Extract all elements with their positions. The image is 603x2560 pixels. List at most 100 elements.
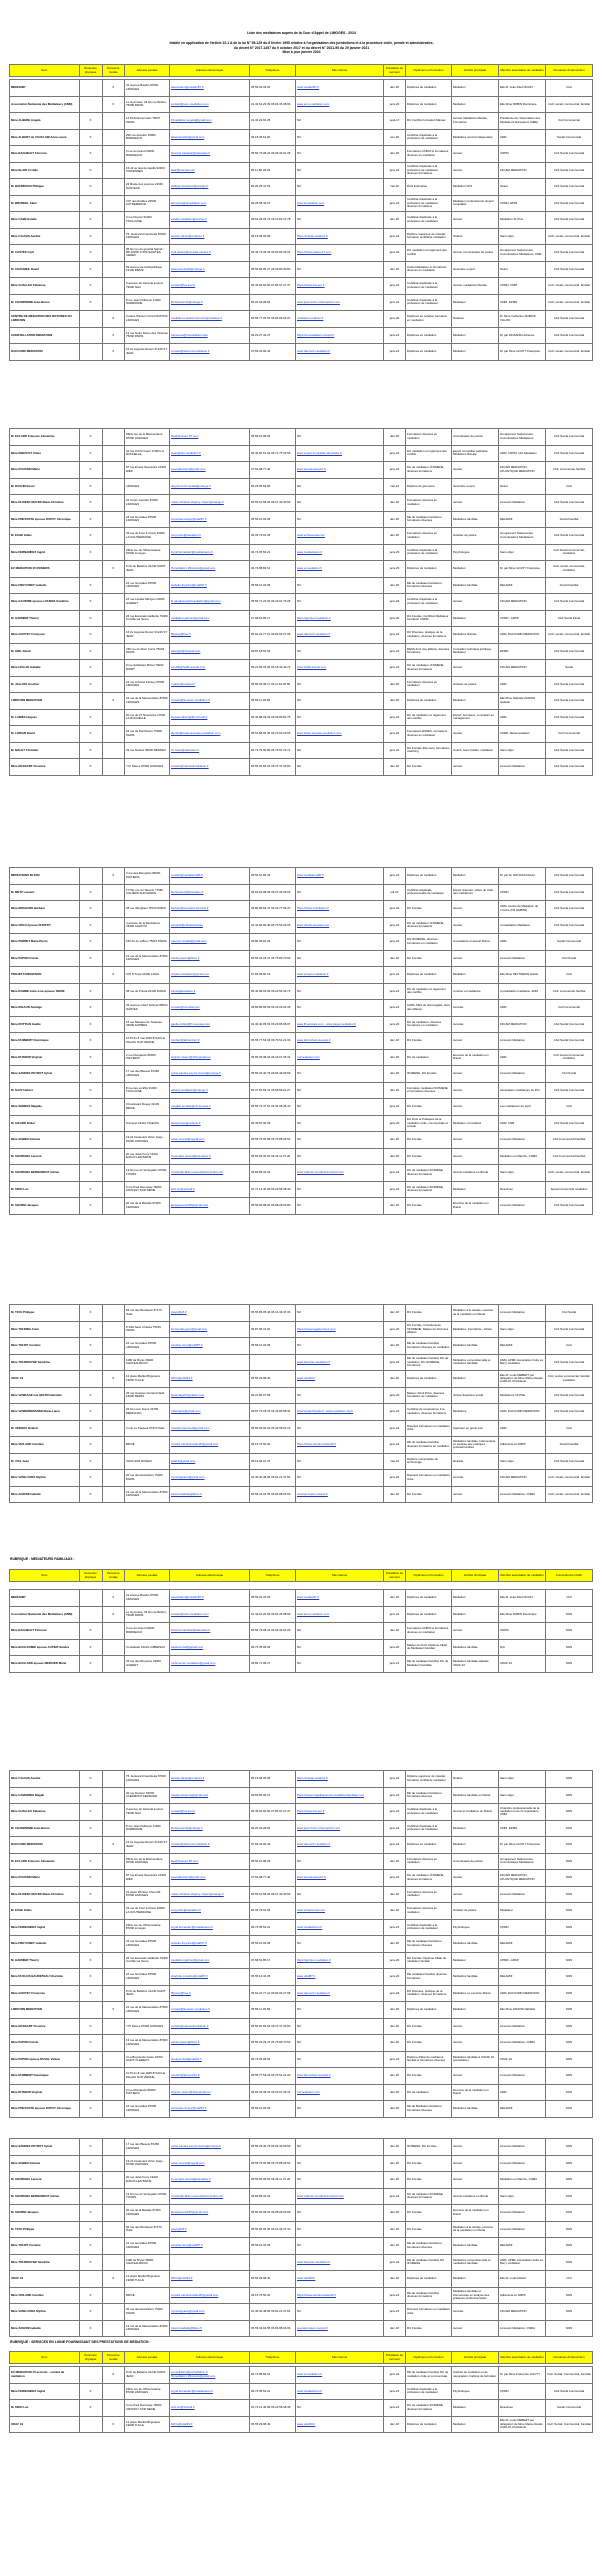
cell-email[interactable]: albruneel@amediation.com [169,194,250,212]
cell-email[interactable]: association@median87.fr [169,1589,250,1607]
cell-email[interactable]: mcbmercier.mediation@gmail.com [169,1655,250,1673]
cell-email[interactable]: dlorian@lorian-avocats-mediation.com [169,725,250,743]
cell-email[interactable]: hugues.lubies@lbl-consult.fr [169,708,250,726]
cell-email[interactable]: marie-christine.dugeny-mayer@orange.fr [169,1885,250,1903]
cell-email[interactable]: magalie.semble@efl-avocats.fr [169,1098,250,1116]
cell-email[interactable]: contact@limousin-mediation.fr [169,692,250,710]
cell-site-internet[interactable]: www.abrumbert-avocats.fr [295,2067,384,2085]
cell-email[interactable]: isabelle.freycinet@udaf87.fr [169,1935,250,1953]
cell-email[interactable]: caroline.toury@udaf87.fr [169,1337,250,1355]
cell-email[interactable]: claire@tan-mediation.fr [169,444,250,462]
cell-site-internet[interactable]: https://www.castex-17.com [295,244,384,262]
cell-site-internet[interactable]: www.evmediation.fr [295,560,384,578]
cell-email[interactable]: florence.bachelet@wanadoo.fr [169,145,250,163]
cell-email[interactable]: projets.mediation@gmail.com [169,966,250,984]
cell-email[interactable]: rolandvergesmed@gmail.com [169,1419,250,1437]
cell-email[interactable]: srizi.luc@sfrmail.fr [169,1180,250,1198]
cell-email[interactable]: sober.avocat@sgrpal.com [169,2154,250,2172]
cell-email[interactable]: marie-christine.dugeny-mayer@orange.fr [169,494,250,512]
cell-email[interactable]: sylvie.sandes.peyrot.avocat@orange.fr [169,2138,250,2156]
cell-site-internet[interactable]: https://www.cmediation.fr [295,900,384,918]
cell-email[interactable]: lt.sourdeix.avocat@wanadoo.fr [169,1147,250,1165]
cell-email[interactable]: aurelie.calvas@notaires.fr [169,227,250,245]
cell-email[interactable]: contact@cabinet-sourdeixbernardot.com [169,2187,250,2205]
cell-email[interactable]: a.hollik@hollik-avocat.com [169,659,250,677]
cell-email[interactable]: cyril.castex@avocats-saintes.fr [169,244,250,262]
cell-site-internet[interactable]: www.echeavocat.com [295,527,384,545]
cell-email[interactable]: lb.gaudinecoachmediation@gmail.com [169,593,250,611]
cell-email[interactable]: dsicard.spe@outlook.fr [169,1114,250,1132]
cell-site-internet[interactable]: www.lfr-avocats.com - www.pagesmediation… [295,1015,384,1033]
cell-email[interactable]: ffvmediation.15rosiers@gmail.com [169,560,250,578]
cell-email[interactable]: chaumeil.david@orange.fr [169,260,250,278]
cell-site-internet[interactable]: www.evmediation.fr [295,2366,384,2384]
cell-site-internet[interactable]: www.orlodu-avocats.com [295,916,384,934]
cell-email[interactable]: gaelle.rottian@lfr-avocats.com [169,1015,250,1033]
cell-email[interactable]: bmtoumba.gem@gmail.com [169,1320,250,1338]
cell-site-internet[interactable]: https://www.carolineviolandfr.fr [295,2286,384,2304]
cell-email[interactable]: eftassy.mediation@orange.fr [169,1081,250,1099]
cell-email[interactable]: zanoni.isabelle@bbox.fr [169,2319,250,2337]
cell-email[interactable]: duguin.henri.mediat@orange.fr [169,477,250,495]
cell-email[interactable]: fdifrm@udaf19.fr [169,2270,250,2288]
cell-site-internet[interactable]: www.daccord-mediation.fr [295,1836,384,1854]
cell-email[interactable]: rumbert@abrumbert.fr [169,2067,250,2085]
cell-site-internet[interactable]: https://www.fca.avo.fr [295,1803,384,1821]
cell-email[interactable] [169,2253,250,2271]
cell-email[interactable]: cerg.eche@wanadoo.fr [169,527,250,545]
cell-email[interactable]: mperret.mediat@gmail.com [169,933,250,951]
cell-email[interactable]: contact.carolineviolandfr@gmail.com [169,1436,250,1454]
cell-email[interactable]: jvial19@gmail.com [169,1452,250,1470]
cell-site-internet[interactable]: avocats-zapon-zanoni.fr [295,1485,384,1503]
cell-site-internet[interactable]: www.lorian-avocats-mediation.com [295,725,384,743]
cell-email[interactable]: sautierconsil@gmail.com [169,1638,250,1656]
cell-email[interactable]: mediation.garnier@gmail.com [169,609,250,627]
cell-email[interactable]: mediation.garnier@gmail.com [169,1951,250,1969]
cell-email[interactable]: charlotte.p.duclos@udaf87.fr [169,1968,250,1986]
cell-email[interactable]: sober.avocat@sgrpal.com [169,1131,250,1149]
cell-email[interactable]: aurelie.calvas@notaires.fr [169,1770,250,1788]
cell-email[interactable]: francesca@constellation.law [169,326,250,344]
cell-site-internet[interactable]: www.jean-bruno-champeimb.com [295,1819,384,1837]
cell-email[interactable]: fdifrm@udaf19.fr [169,2415,250,2433]
cell-email[interactable]: florence.bachelet@wanadoo.fr [169,1622,250,1640]
cell-site-internet[interactable]: www.expert-immobilier-larochelle.fr [295,444,384,462]
cell-email[interactable]: virginie.russon@sfrsupmail.net [169,1048,250,1066]
cell-site-internet[interactable]: https://constellation.consult.fr [295,326,384,344]
cell-email[interactable]: c.jallois@sodavo.fr [169,675,250,693]
cell-email[interactable]: laurentmetz@wanadoo.fr [169,883,250,901]
cell-email[interactable]: jacquessourbi87@gmail.com [169,1197,250,1215]
cell-site-internet[interactable]: www.udaf87.fr [295,1968,384,1986]
cell-email[interactable]: veronique.dupuy@udaf87.fr [169,2100,250,2118]
cell-site-internet[interactable]: www.echeavocat.com [295,1902,384,1920]
cell-site-internet[interactable]: www.mediacteurs.fr [295,1918,384,1936]
cell-email[interactable]: lrfmediation.angela@gmail.com [169,112,250,130]
cell-site-internet[interactable]: https://www.legalservices.com [295,1320,384,1338]
cell-email[interactable]: fae@huissier-87.com [169,428,250,446]
cell-site-internet[interactable]: www.fauvette-mediation.fr [295,1353,384,1371]
cell-email[interactable]: myrvangpaux@gmail.com [169,1469,250,1487]
cell-site-internet[interactable]: https://www.magalicavernes-mediatricefam… [295,1786,384,1804]
cell-email[interactable]: philippe.bourdoux@orange.fr [169,178,250,196]
cell-site-internet[interactable]: www.hollik-avocat.com [295,659,384,677]
cell-site-internet[interactable]: www.median87.fr [295,1589,384,1607]
cell-email[interactable]: fffgouty@free.fr [169,626,250,644]
cell-email[interactable]: estelle.mediation@orange.fr [169,211,250,229]
cell-site-internet[interactable]: www.daccord-mediation.fr [295,343,384,361]
cell-site-internet[interactable]: https://garnier-mediation.fr [295,1951,384,1969]
cell-email[interactable]: davidgril@hotmail.com [169,642,250,660]
cell-email[interactable]: ingrid.fernandez@mediacteurs.fr [169,1918,250,1936]
cell-email[interactable]: contact@massartmediation.fr [169,758,250,776]
cell-email[interactable]: magali.cavernes@gmail.com [169,1786,250,1804]
cell-email[interactable]: jbchampeimb@orange.fr [169,1819,250,1837]
cell-email[interactable]: veronique.dupuy@udaf87.fr [169,510,250,528]
cell-site-internet[interactable]: www.cabinet-sourdeixbernardot.com [295,1164,384,1182]
cell-email[interactable]: jacquessourbi87@gmail.com [169,2204,250,2222]
cell-email[interactable]: lt.sourdeix.avocat@wanadoo.fr [169,2171,250,2189]
cell-email[interactable]: odupetit@orlodubetit.law [169,916,250,934]
cell-email[interactable]: mediation.notaires.limousin@notaires.fr [169,310,250,328]
cell-email[interactable]: contact@mediations86.fr [169,867,250,885]
cell-site-internet[interactable]: www.vanderbrande.fr, www.mediation-mlv.f… [295,1403,384,1421]
cell-site-internet[interactable]: avocats-zapon-zanoni.fr [295,2319,384,2337]
cell-email[interactable]: mlfvanghe@gmail.com [169,1403,250,1421]
